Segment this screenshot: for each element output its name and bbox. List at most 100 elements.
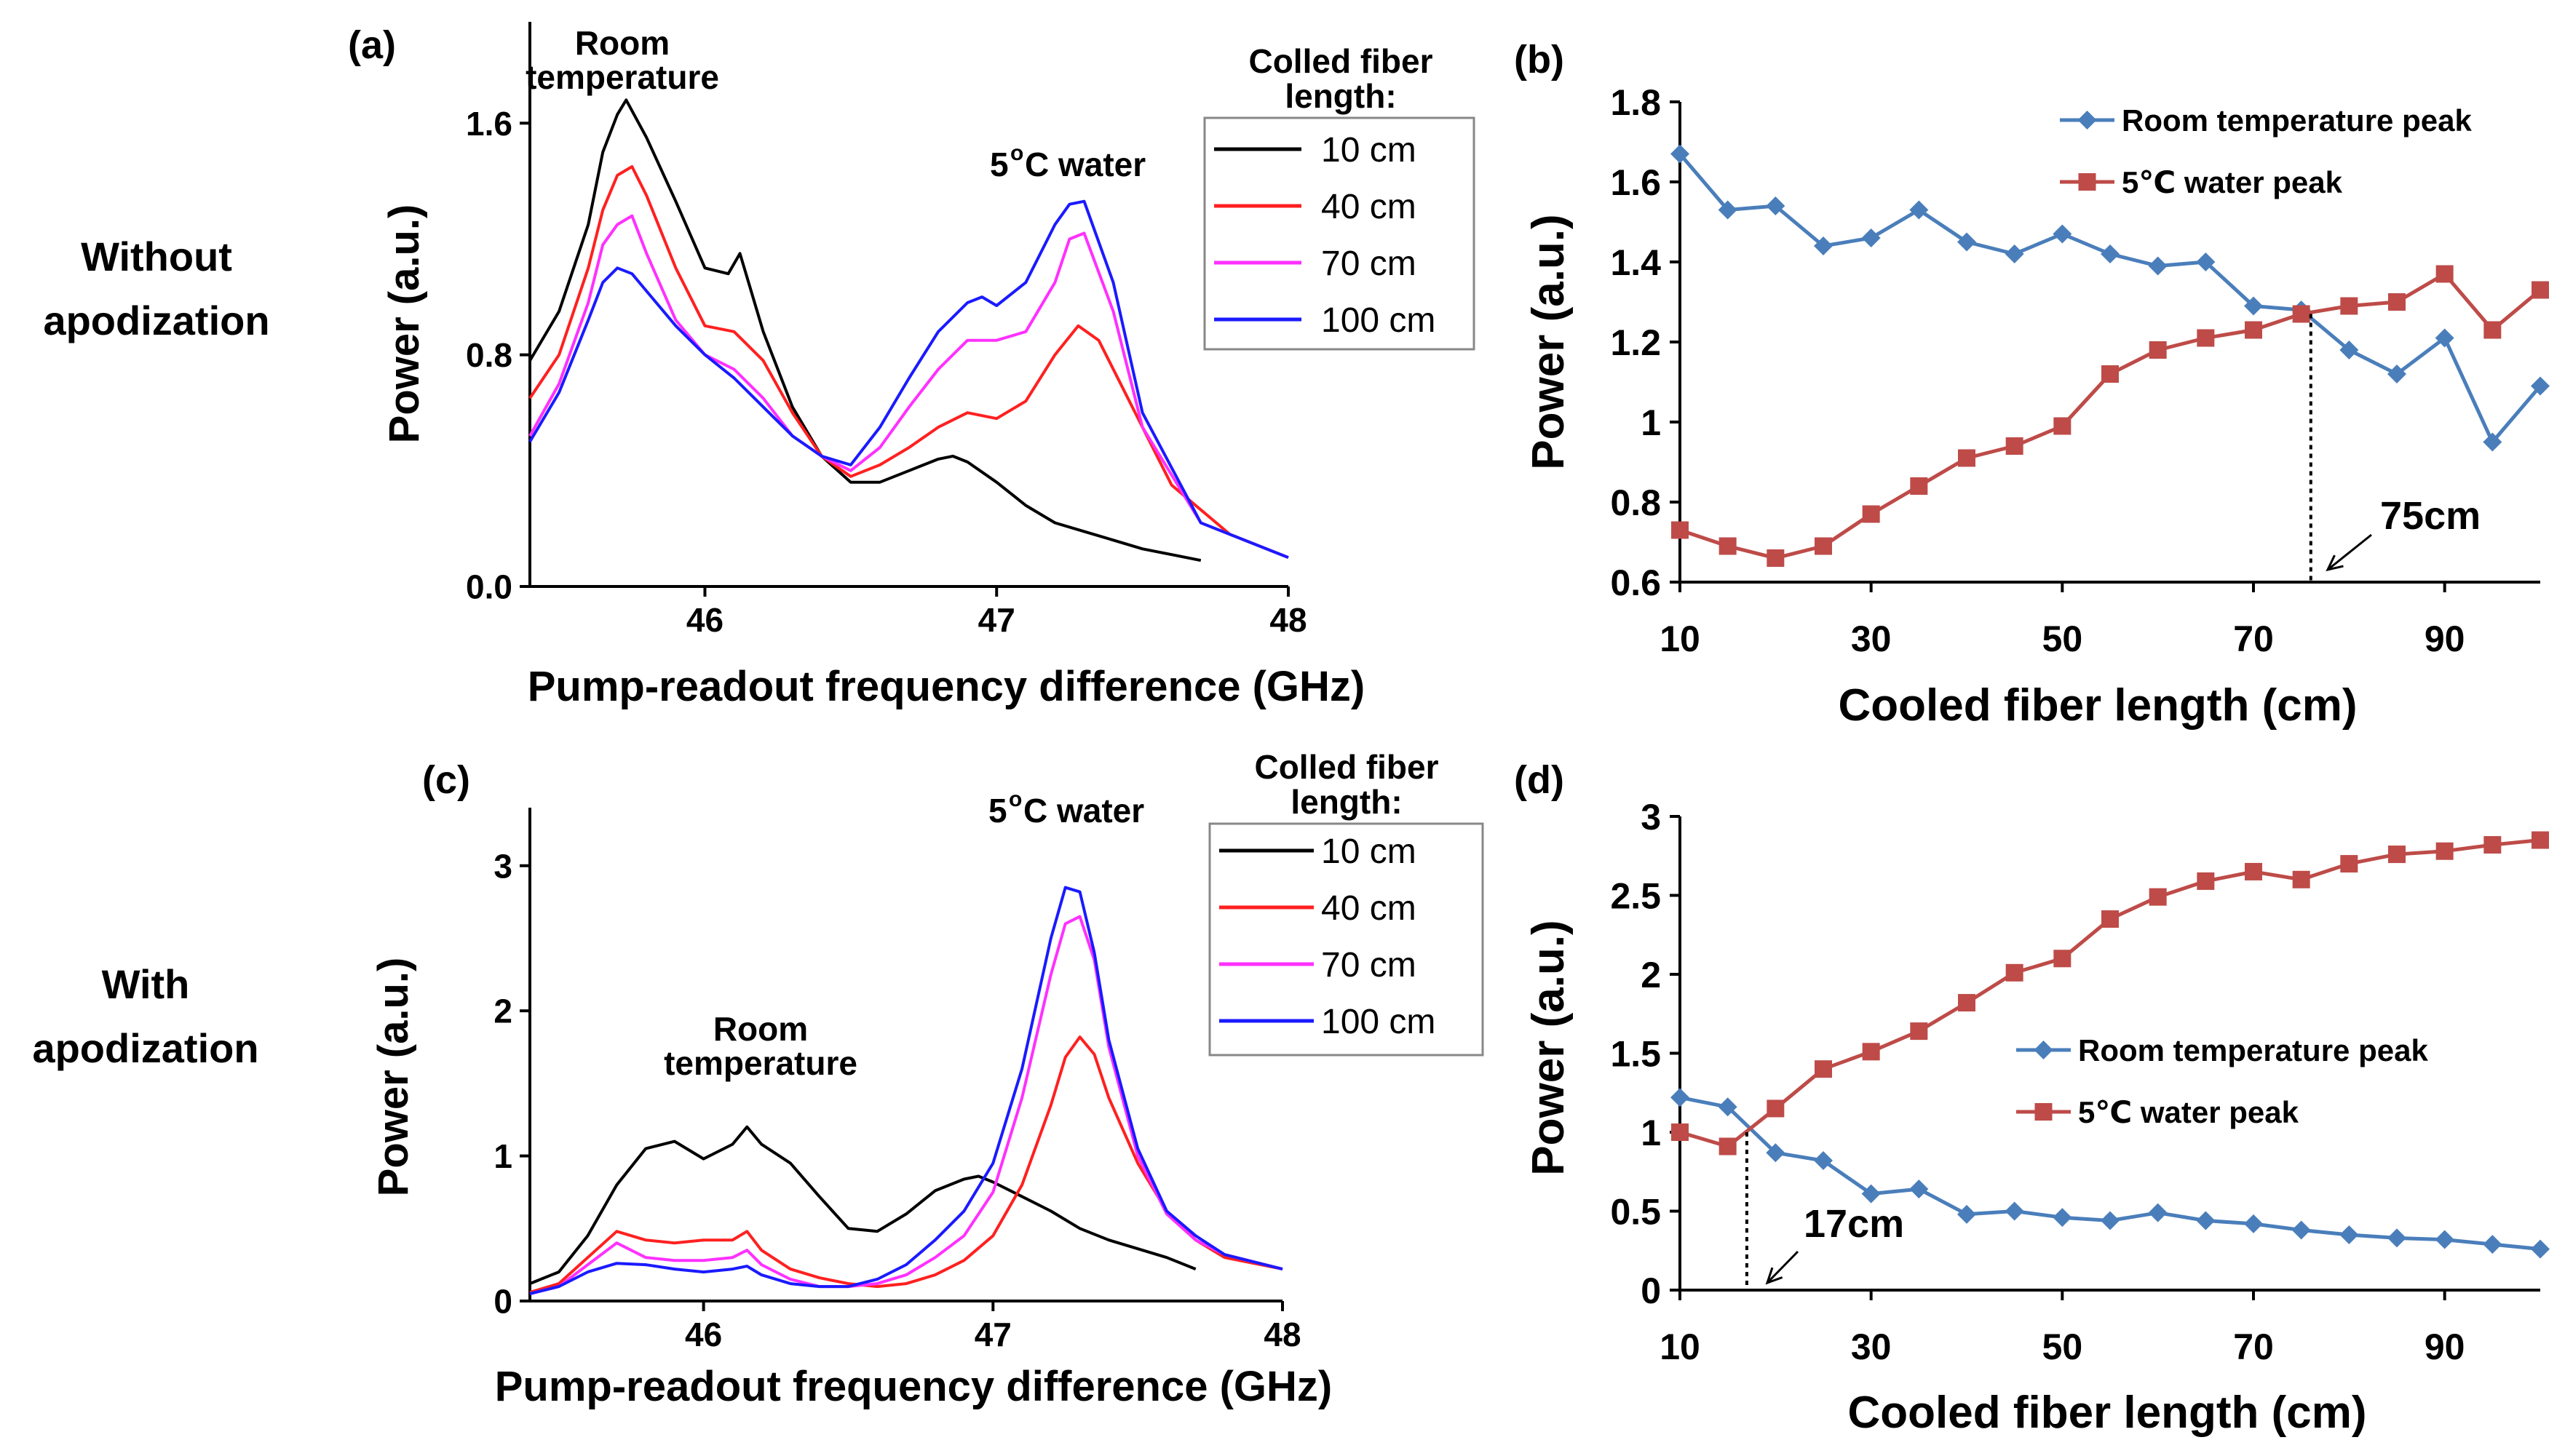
legend: Room temperature peak 5℃ water peak: [2060, 103, 2472, 199]
data-point-room-temperature-peak: [1957, 232, 1976, 252]
x-tick-label: 47: [978, 601, 1015, 639]
data-point-room-temperature-peak: [1861, 228, 1881, 247]
data-point-room-temperature-peak: [2101, 1211, 2120, 1230]
series-line-100-cm: [529, 886, 1283, 1295]
legend-label-40-cm: 40 cm: [1321, 188, 1416, 226]
x-tick-label: 46: [686, 601, 723, 639]
data-point-5-water-peak: [1958, 449, 1975, 467]
data-point-room-temperature-peak: [2435, 328, 2454, 348]
data-point-5-water-peak: [1718, 537, 1737, 555]
legend-title-line1: Colled fiber: [1254, 748, 1438, 786]
data-point-5-water-peak: [1862, 1043, 1880, 1061]
x-tick-label: 47: [975, 1316, 1012, 1353]
x-tick-label: 10: [1660, 1326, 1700, 1367]
y-tick-label: 1: [1641, 1113, 1661, 1153]
data-point-room-temperature-peak: [1814, 1151, 1833, 1171]
data-point-5-water-peak: [2197, 329, 2215, 347]
annotation-arrow-head: [1765, 1267, 1783, 1285]
data-point-room-temperature-peak: [1957, 1204, 1976, 1224]
x-tick-label: 90: [2425, 618, 2465, 659]
data-point-5-water-peak: [2292, 870, 2310, 888]
legend-box: [1208, 822, 1484, 1057]
legend-label-100-cm: 100 cm: [1321, 1003, 1435, 1041]
legend-label-room-temperature-peak: Room temperature peak: [2122, 103, 2472, 138]
plot-area: 0.0 0.8 1.6 46 47 48: [466, 22, 1307, 639]
data-point-room-temperature-peak: [2148, 256, 2168, 276]
y-tick-label: 1.2: [1610, 322, 1661, 363]
legend-label-40-cm: 40 cm: [1321, 889, 1416, 928]
data-point-room-temperature-peak: [2531, 1239, 2550, 1259]
annotation-5c-water-degree: o: [1010, 141, 1023, 165]
legend: Room temperature peak 5℃ water peak: [2016, 1033, 2428, 1129]
annotation-room-temperature-line2: temperature: [526, 58, 719, 96]
series-line-100-cm: [528, 199, 1289, 560]
data-point-room-temperature-peak: [1718, 1097, 1737, 1117]
data-point-5-water-peak: [2532, 831, 2549, 849]
data-point-room-temperature-peak: [2339, 1225, 2359, 1245]
data-point-5-water-peak: [1671, 1123, 1689, 1141]
x-tick-label: 50: [2042, 618, 2083, 659]
legend-marker: [2034, 1041, 2053, 1059]
data-point-5-water-peak: [2149, 888, 2167, 906]
annotation-17cm: 17cm: [1745, 1132, 1904, 1290]
row-label-without-apodization: Without apodization: [43, 234, 269, 343]
data-point-5-water-peak: [2245, 862, 2262, 880]
data-point-room-temperature-peak: [1718, 200, 1737, 220]
legend-label-10-cm: 10 cm: [1321, 131, 1416, 170]
y-tick-label: 0.6: [1610, 562, 1661, 603]
data-point-5-water-peak: [2005, 437, 2023, 455]
series-line-10-cm: [528, 98, 1202, 562]
y-tick-label: 1: [493, 1137, 512, 1175]
series-line-70-cm: [528, 214, 1289, 560]
data-point-room-temperature-peak: [2101, 244, 2120, 263]
y-tick-label: 1.8: [1610, 82, 1661, 123]
data-point-room-temperature-peak: [1766, 1143, 1785, 1163]
data-point-room-temperature-peak: [1670, 1088, 1689, 1107]
annotation-5c-water: 5 o C water: [990, 141, 1146, 183]
y-tick-label: 2: [1641, 955, 1661, 995]
data-point-5-water-peak: [2340, 855, 2358, 873]
row-label-line: apodization: [32, 1025, 258, 1071]
data-point-5-water-peak: [2388, 293, 2406, 311]
data-point-room-temperature-peak: [1909, 1179, 1929, 1199]
data-point-5-water-peak: [1910, 1022, 1928, 1041]
y-axis-label: Power (a.u.): [370, 958, 417, 1197]
x-axis-label: Cooled fiber length (cm): [1839, 680, 2358, 731]
legend-label-5-water-peak: 5℃ water peak: [2122, 165, 2343, 199]
legend-box: [1203, 116, 1475, 351]
data-point-5-water-peak: [1815, 537, 1832, 555]
y-tick-label: 2: [493, 992, 512, 1030]
legend: Colled fiber length: 10 cm 40 cm 70 cm 100 …: [1208, 748, 1484, 1057]
data-point-5-water-peak: [1958, 994, 1975, 1012]
data-point-room-temperature-peak: [2483, 1235, 2502, 1254]
legend-label-70-cm: 70 cm: [1321, 946, 1416, 984]
data-point-room-temperature-peak: [2053, 1208, 2072, 1228]
data-point-room-temperature-peak: [2531, 376, 2550, 396]
data-point-5-water-peak: [2340, 297, 2358, 315]
data-point-room-temperature-peak: [2196, 252, 2216, 271]
annotation-5c-water-text: C water: [1023, 792, 1144, 830]
data-point-room-temperature-peak: [2053, 224, 2072, 244]
data-point-5-water-peak: [1671, 521, 1689, 539]
annotation-5c-water-number: 5: [988, 792, 1007, 830]
legend-title-line2: length:: [1291, 783, 1402, 821]
annotation-75cm-label: 75cm: [2380, 494, 2481, 538]
data-point-5-water-peak: [1862, 505, 1880, 523]
row-label-line: Without: [81, 234, 232, 279]
data-point-5-water-peak: [1815, 1060, 1832, 1078]
legend-label-10-cm: 10 cm: [1321, 832, 1416, 871]
legend-label-70-cm: 70 cm: [1321, 244, 1416, 283]
series-line-40-cm: [529, 1035, 1283, 1294]
data-point-room-temperature-peak: [2148, 1203, 2168, 1222]
legend-title-line1: Colled fiber: [1248, 42, 1432, 80]
y-tick-label: 1.5: [1610, 1034, 1661, 1075]
data-point-5-water-peak: [2053, 417, 2072, 435]
data-point-room-temperature-peak: [1766, 196, 1785, 215]
data-point-room-temperature-peak: [2005, 1201, 2024, 1221]
data-point-room-temperature-peak: [1861, 1184, 1881, 1204]
panel-c: (c) 0 1 2 3 46 47 48 Pump-readout frequency di…: [370, 748, 1484, 1410]
series-line-70-cm: [529, 915, 1283, 1295]
plot-area: 0 1 2 3 46 47 48: [493, 808, 1301, 1353]
data-point-room-temperature-peak: [2244, 1214, 2263, 1233]
